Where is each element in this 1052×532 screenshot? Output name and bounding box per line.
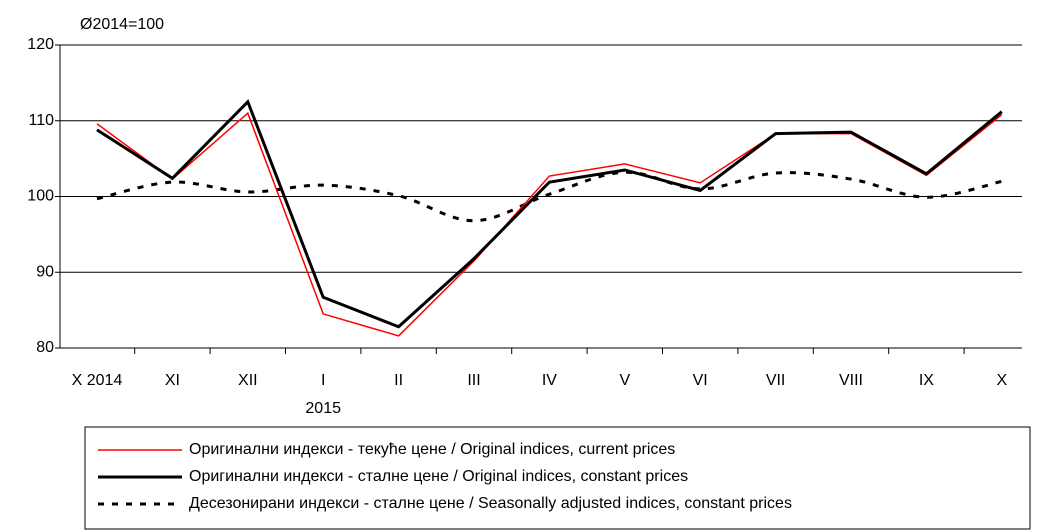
x-tick-label: V <box>619 372 630 389</box>
y-tick-label: 110 <box>28 112 54 129</box>
x-tick-label: IV <box>542 372 557 389</box>
series-line <box>96 170 1003 223</box>
legend-label: Десезонирани индекси - сталне цене / Sea… <box>189 495 792 512</box>
y-tick-label: 90 <box>36 263 54 280</box>
legend-label: Оригинални индекси - сталне цене / Origi… <box>189 468 688 485</box>
y-tick-label: 120 <box>27 36 54 53</box>
x-tick-label: IX <box>919 372 934 389</box>
x-tick-label: III <box>467 372 480 389</box>
legend-box <box>84 426 1031 530</box>
legend-label: Оригинални индекси - текуће цене / Origi… <box>189 441 675 458</box>
x-tick-label: X <box>996 372 1007 389</box>
x-tick-label: VII <box>766 372 786 389</box>
year-label: 2015 <box>305 400 341 417</box>
x-tick-label: X 2014 <box>72 372 123 389</box>
x-tick-label: VIII <box>839 372 863 389</box>
x-tick-label: VI <box>693 372 708 389</box>
y-tick-label: 80 <box>36 339 54 356</box>
y-tick-label: 100 <box>27 188 54 205</box>
x-tick-label: II <box>394 372 403 389</box>
unit-label: Ø2014=100 <box>80 16 164 33</box>
x-tick-label: XI <box>165 372 180 389</box>
series-line <box>96 99 1003 329</box>
x-tick-label: I <box>321 372 325 389</box>
series-line <box>96 111 1003 337</box>
x-tick-label: XII <box>238 372 258 389</box>
